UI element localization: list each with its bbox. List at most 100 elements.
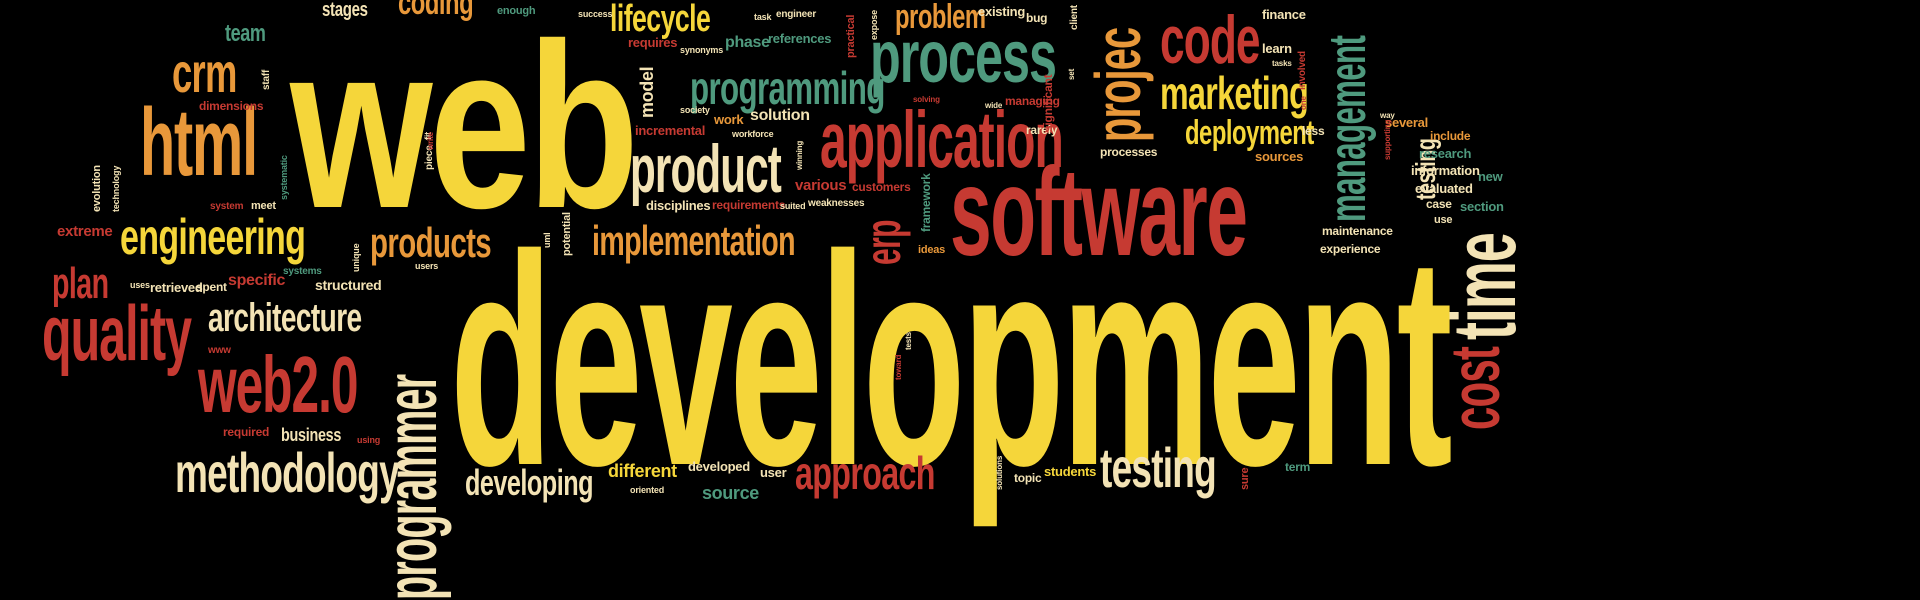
word-solutions: solutions (995, 455, 1004, 490)
word-www: www (208, 345, 231, 356)
word-finance: finance (1262, 7, 1306, 22)
word-engineering: engineering (120, 209, 306, 265)
word-programmer: programmer (372, 374, 452, 600)
word-html: html (140, 89, 258, 196)
word-maintenance: maintenance (1322, 224, 1393, 238)
word-tests: tests (904, 332, 913, 350)
word-marketing: marketing (1160, 67, 1309, 119)
word-ideas: ideas (918, 244, 946, 256)
word-source: source (702, 483, 759, 503)
word-staff: staff (261, 69, 272, 90)
word-society: society (680, 105, 710, 115)
word-tasks: tasks (1272, 59, 1292, 68)
word-dimensions: dimensions (199, 99, 264, 113)
word-uml: uml (542, 232, 552, 248)
word-less: less (1302, 124, 1325, 138)
word-oriented: oriented (630, 485, 665, 495)
word-work: work (714, 112, 744, 127)
word-engineer: engineer (776, 9, 817, 20)
word-various: various (795, 177, 847, 194)
word-time: time (1435, 233, 1535, 340)
word-cost: cost (1436, 346, 1514, 430)
word-solution: solution (750, 107, 810, 124)
word-processes: processes (1100, 145, 1158, 159)
word-framework: framework (919, 173, 933, 232)
word-disciplines: disciplines (646, 198, 711, 213)
word-developed: developed (688, 459, 750, 474)
word-involved: involved (1297, 51, 1308, 90)
word-team: team (225, 20, 266, 47)
word-implementation: implementation (592, 217, 796, 264)
word-system: system (210, 201, 244, 212)
word-structured: structured (315, 277, 382, 293)
word-evaluated: evaluated (1415, 181, 1473, 196)
word-meet: meet (251, 200, 276, 212)
word-practical: practical (845, 14, 857, 58)
word-management: management (1319, 35, 1377, 222)
word-expose: expose (869, 10, 879, 40)
word-software: software (950, 143, 1248, 282)
word-success: success (578, 9, 613, 19)
word-topic: topic (1014, 471, 1042, 485)
word-evolution: evolution (91, 165, 103, 212)
word-significant: significant (1041, 74, 1055, 132)
word-user: user (760, 465, 787, 480)
word-model: model (637, 66, 657, 118)
word-customers: customers (852, 180, 911, 194)
word-enough: enough (497, 5, 536, 17)
word-existing: existing (978, 4, 1026, 19)
word-way: way (1380, 111, 1395, 120)
word-web20: web2.0 (198, 340, 358, 429)
word-task: task (754, 12, 772, 22)
word-incremental: incremental (635, 123, 706, 138)
word-students: students (1044, 464, 1097, 479)
word-methodology: methodology (175, 441, 400, 504)
word-information: information (1411, 163, 1480, 178)
word-approach: approach (795, 447, 935, 499)
word-process: process (870, 15, 1057, 98)
word-architecture: architecture (208, 296, 362, 340)
word-managing: managing (1005, 94, 1060, 108)
word-weaknesses: weaknesses (808, 198, 865, 209)
word-requires: requires (628, 35, 678, 50)
word-programming: programming (690, 62, 885, 114)
word-deployment: deployment (1185, 114, 1314, 152)
word-web: web (290, 0, 639, 257)
word-synonyms: synonyms (680, 45, 724, 55)
word-stages: stages (322, 0, 368, 21)
word-set: set (1067, 68, 1076, 80)
word-several: several (1385, 115, 1429, 130)
word-technology: technology (111, 165, 121, 212)
word-section: section (1460, 199, 1504, 214)
word-different: different (608, 461, 677, 481)
word-sources: sources (1255, 149, 1304, 164)
word-sure: sure (1239, 467, 1251, 490)
word-write: write (426, 132, 435, 150)
word-rarely: rarely (1026, 123, 1058, 137)
word-wide: wide (985, 101, 1003, 110)
word-extreme: extreme (57, 223, 113, 240)
word-case: case (1426, 197, 1452, 211)
word-bug: bug (1026, 11, 1048, 25)
word-new: new (1478, 169, 1503, 184)
word-products: products (370, 219, 492, 266)
word-research: research (1419, 146, 1472, 161)
word-toward: toward (894, 354, 903, 380)
word-one: one (1299, 96, 1308, 110)
word-application: application (820, 95, 1064, 184)
word-potential: potential (561, 212, 573, 256)
word-client: client (1069, 5, 1080, 30)
word-retrieved: retrieved (150, 280, 203, 295)
word-supporting: supporting (1383, 119, 1392, 160)
word-lifecycle: lifecycle (610, 0, 711, 40)
word-coding: coding (398, 0, 474, 22)
word-suited: suited (780, 201, 806, 211)
word-references: references (768, 31, 832, 46)
word-term: term (1285, 460, 1311, 474)
word-experience: experience (1320, 242, 1381, 256)
word-users: users (415, 261, 439, 271)
word-plan: plan (52, 259, 109, 308)
word-uses: uses (130, 280, 150, 290)
word-winning: winning (795, 140, 804, 170)
